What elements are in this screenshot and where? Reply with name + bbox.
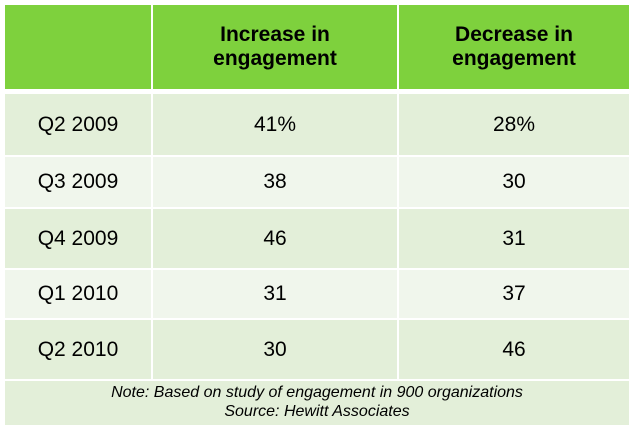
footer-row: Note: Based on study of engagement in 90… [5, 381, 629, 425]
engagement-table-container: Increase in engagement Decrease in engag… [5, 5, 629, 425]
increase-cell: 31 [151, 270, 397, 320]
period-cell: Q1 2010 [5, 270, 151, 320]
decrease-cell: 31 [397, 209, 629, 270]
table-row: Q2 2010 30 46 [5, 320, 629, 381]
source-text: Source: Hewitt Associates [224, 403, 410, 420]
footer-cell: Note: Based on study of engagement in 90… [5, 381, 629, 425]
decrease-cell: 28% [397, 94, 629, 157]
header-decrease-line1: Decrease in [455, 23, 573, 46]
table-row: Q3 2009 38 30 [5, 157, 629, 209]
header-corner-cell [5, 5, 151, 94]
decrease-cell: 37 [397, 270, 629, 320]
footnote-text: Note: Based on study of engagement in 90… [111, 384, 523, 401]
increase-cell: 30 [151, 320, 397, 381]
header-decrease-line2: engagement [452, 47, 576, 70]
table-row: Q4 2009 46 31 [5, 209, 629, 270]
header-increase-line1: Increase in [220, 23, 330, 46]
period-cell: Q3 2009 [5, 157, 151, 209]
period-cell: Q2 2009 [5, 94, 151, 157]
table-row: Q1 2010 31 37 [5, 270, 629, 320]
table-body: Q2 2009 41% 28% Q3 2009 38 30 Q4 2009 46… [5, 94, 629, 381]
header-row: Increase in engagement Decrease in engag… [5, 5, 629, 94]
decrease-cell: 46 [397, 320, 629, 381]
header-decrease-cell: Decrease in engagement [397, 5, 629, 94]
period-cell: Q4 2009 [5, 209, 151, 270]
increase-cell: 38 [151, 157, 397, 209]
table-header: Increase in engagement Decrease in engag… [5, 5, 629, 94]
header-increase-line2: engagement [213, 47, 337, 70]
engagement-table: Increase in engagement Decrease in engag… [5, 5, 629, 425]
header-increase-cell: Increase in engagement [151, 5, 397, 94]
increase-cell: 46 [151, 209, 397, 270]
increase-cell: 41% [151, 94, 397, 157]
period-cell: Q2 2010 [5, 320, 151, 381]
table-footer: Note: Based on study of engagement in 90… [5, 381, 629, 425]
decrease-cell: 30 [397, 157, 629, 209]
table-row: Q2 2009 41% 28% [5, 94, 629, 157]
